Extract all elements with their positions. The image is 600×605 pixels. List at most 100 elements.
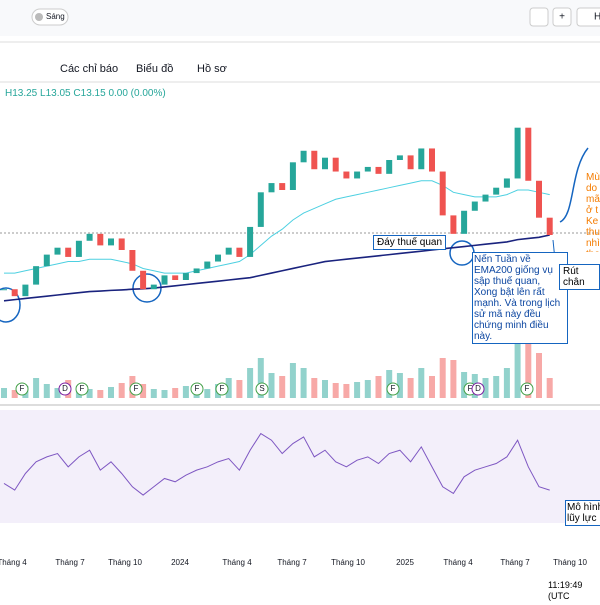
x-axis-label: Tháng 10 bbox=[331, 558, 365, 567]
circle-annotation bbox=[449, 240, 475, 266]
volume-bar bbox=[354, 382, 361, 398]
volume-bar bbox=[311, 378, 318, 398]
x-axis-label: 2024 bbox=[171, 558, 189, 567]
volume-bar bbox=[375, 376, 382, 398]
event-marker bbox=[215, 382, 229, 396]
volume-bar bbox=[33, 378, 40, 398]
volume-bar bbox=[461, 372, 468, 398]
search-box[interactable] bbox=[576, 7, 600, 27]
candle bbox=[375, 166, 382, 174]
toggle-knob bbox=[35, 13, 43, 21]
candle bbox=[75, 240, 82, 257]
candle bbox=[97, 233, 104, 246]
volume-bar bbox=[450, 360, 457, 398]
candle bbox=[43, 254, 50, 267]
volume-bar bbox=[43, 384, 50, 398]
theme-label: Sáng bbox=[46, 12, 65, 21]
volume-bar bbox=[396, 373, 403, 398]
add-icon: + bbox=[559, 12, 565, 23]
volume-bar bbox=[407, 378, 414, 398]
candle bbox=[225, 247, 232, 255]
x-axis-label: Tháng 7 bbox=[277, 558, 307, 567]
volume-bar bbox=[503, 368, 510, 398]
event-marker bbox=[255, 382, 269, 396]
candle bbox=[129, 250, 136, 271]
candle bbox=[289, 162, 296, 190]
event-label: S bbox=[259, 384, 264, 393]
event-marker bbox=[129, 382, 143, 396]
add-button[interactable] bbox=[552, 7, 572, 27]
candle bbox=[514, 127, 521, 179]
volume-bar bbox=[279, 376, 286, 398]
event-label: D bbox=[62, 384, 68, 393]
candle bbox=[364, 166, 371, 172]
volume-bar bbox=[161, 390, 168, 398]
candle bbox=[450, 215, 457, 234]
volume-bar bbox=[225, 378, 232, 398]
volume-bar bbox=[257, 358, 264, 398]
x-axis-label: Tháng 7 bbox=[500, 558, 530, 567]
event-marker bbox=[471, 382, 485, 396]
candle bbox=[429, 148, 435, 172]
candle bbox=[503, 178, 510, 188]
volume-bar bbox=[86, 389, 93, 398]
volume-bar bbox=[439, 358, 446, 398]
candle bbox=[439, 171, 446, 216]
event-marker bbox=[520, 382, 534, 396]
chart-type-button[interactable]: Biểu đồ bbox=[136, 63, 173, 75]
event-label: F bbox=[391, 384, 396, 393]
x-axis-label: Tháng 4 bbox=[0, 558, 27, 567]
event-label: F bbox=[468, 384, 473, 393]
volume-bar bbox=[418, 368, 425, 398]
volume-bar bbox=[172, 388, 179, 398]
volume-bar bbox=[546, 378, 553, 398]
volume-bar bbox=[150, 389, 157, 398]
circle-annotation bbox=[0, 287, 21, 323]
candle bbox=[172, 275, 179, 280]
candle bbox=[161, 275, 168, 285]
layout-button[interactable] bbox=[529, 7, 549, 27]
volume-bar bbox=[525, 338, 532, 398]
candle bbox=[546, 217, 553, 235]
ohlc-change: 0.00 (0.00%) bbox=[108, 88, 166, 99]
annotation-box: Mô hình lũy lực bbox=[565, 500, 600, 526]
x-axis-label: Tháng 7 bbox=[55, 558, 85, 567]
volume-bar bbox=[247, 368, 254, 398]
candle bbox=[1, 289, 7, 291]
ohlc-high: H13.25 bbox=[5, 88, 38, 99]
volume-bar bbox=[536, 353, 542, 398]
candle bbox=[150, 284, 157, 290]
event-marker bbox=[386, 382, 400, 396]
volume-bar bbox=[343, 384, 350, 398]
volume-bar bbox=[268, 373, 275, 398]
event-label: F bbox=[80, 384, 85, 393]
indicators-button[interactable]: Các chỉ báo bbox=[60, 63, 118, 75]
volume-bar bbox=[11, 390, 18, 398]
candle bbox=[118, 238, 125, 250]
x-axis-label: Tháng 10 bbox=[108, 558, 142, 567]
candle bbox=[86, 233, 93, 241]
theme-toggle[interactable] bbox=[31, 8, 69, 26]
volume-bar bbox=[289, 363, 296, 398]
x-axis-label: Tháng 10 bbox=[553, 558, 587, 567]
candle bbox=[108, 238, 114, 246]
volume-bar bbox=[118, 383, 125, 398]
candle bbox=[300, 150, 307, 163]
candle bbox=[471, 201, 478, 211]
candle bbox=[247, 226, 254, 257]
candle bbox=[332, 157, 339, 172]
candle bbox=[54, 247, 61, 255]
volume-bar bbox=[204, 389, 211, 398]
volume-bar bbox=[108, 387, 114, 398]
candle bbox=[407, 155, 414, 170]
candle bbox=[33, 266, 40, 285]
event-label: F bbox=[525, 384, 530, 393]
ohlc-close: C13.15 bbox=[73, 88, 106, 99]
volume-bar bbox=[514, 318, 521, 398]
candle bbox=[322, 157, 328, 170]
candle bbox=[65, 247, 72, 257]
volume-bar bbox=[364, 380, 371, 398]
candle bbox=[461, 210, 468, 234]
profile-button[interactable]: Hồ sơ bbox=[197, 63, 227, 75]
